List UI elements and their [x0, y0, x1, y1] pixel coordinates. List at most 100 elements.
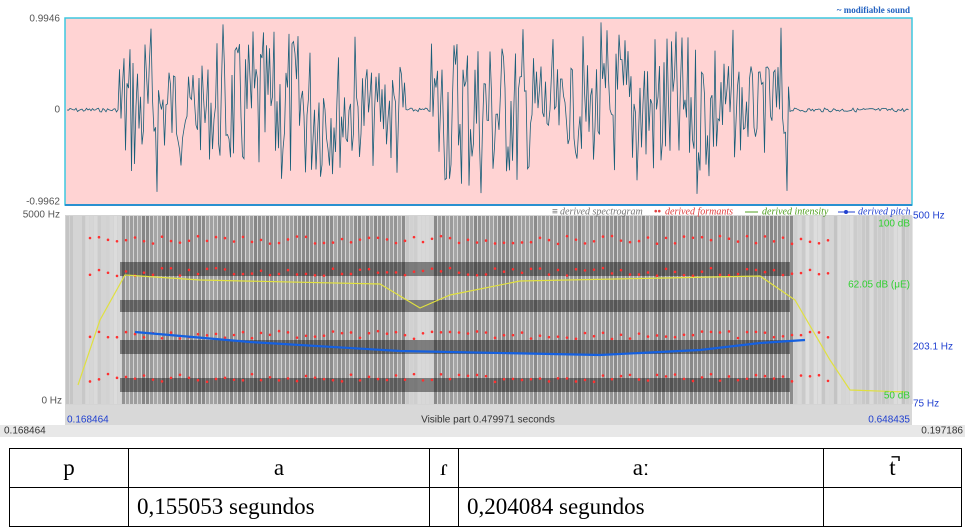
formant-dot [484, 331, 488, 334]
spectrogram-column [490, 216, 493, 404]
formant-dot [277, 272, 281, 276]
formant-dot [682, 273, 686, 277]
formant-dot [214, 377, 218, 381]
formant-dot [682, 377, 686, 381]
legend-intensity: derived intensity [762, 206, 829, 217]
formant-dot [142, 271, 146, 274]
formant-dot [700, 376, 704, 379]
spectrogram-column [478, 216, 481, 404]
formant-band [120, 262, 790, 276]
formant-dot [367, 375, 371, 379]
formant-dot [574, 380, 578, 383]
formant-dot [142, 336, 146, 339]
formant-band [120, 378, 790, 392]
formant-dot [277, 329, 281, 333]
spectrogram-column [138, 216, 141, 404]
spectrogram-column [726, 216, 729, 404]
spectrogram-column [434, 216, 437, 404]
formant-dot [358, 379, 362, 382]
formant-dot [340, 331, 344, 335]
waveform-trace [66, 22, 909, 194]
formant-dot [394, 330, 398, 334]
outer-right: 0.197186 [921, 426, 963, 437]
spectrogram-column [238, 216, 241, 404]
spectrogram-column [898, 216, 901, 404]
formant-dot [106, 335, 110, 339]
waveform-zero: 0 [54, 105, 60, 116]
formant-dot [295, 273, 299, 276]
visible-bar[interactable] [65, 405, 912, 425]
spectrogram-column [706, 216, 709, 404]
spectrogram-column [70, 216, 73, 404]
spectrogram-column [170, 216, 173, 404]
spectrogram-column [902, 216, 905, 404]
formant-dot [574, 238, 578, 241]
formant-dot [178, 274, 182, 277]
formant-dot [718, 234, 722, 238]
spectrogram-column [406, 216, 409, 404]
formant-dot [529, 377, 533, 381]
formant-dot [421, 269, 425, 273]
formant-dot [241, 272, 245, 276]
formant-dot [439, 234, 443, 238]
spectrogram-column [814, 216, 817, 404]
formant-dot [313, 274, 317, 277]
duration-cell [823, 487, 962, 527]
spectrogram-column [358, 216, 361, 404]
formant-dot [151, 242, 155, 245]
formant-dot [331, 241, 335, 244]
spectrogram-column [338, 216, 341, 404]
spectrogram-column [746, 216, 749, 404]
formant-dot [502, 270, 506, 274]
formant-dot [367, 331, 371, 335]
formant-dot [232, 333, 236, 337]
formant-dot [169, 331, 173, 334]
formant-dot [538, 334, 542, 338]
spectrogram-column [326, 216, 329, 404]
formant-dot [556, 335, 560, 338]
spectrogram-column [778, 216, 781, 404]
formant-dot [565, 234, 569, 238]
formant-dot [448, 266, 452, 270]
spectrogram-column [334, 216, 337, 404]
formant-dot [826, 336, 830, 339]
formant-dot [664, 267, 668, 271]
spectrogram-column [310, 216, 313, 404]
total-bar[interactable] [0, 425, 965, 437]
formant-dot [331, 378, 335, 382]
formant-dot [565, 274, 569, 277]
formant-dot [664, 236, 668, 240]
spectrogram-column [422, 216, 425, 404]
formant-dot [565, 377, 569, 380]
formant-dot [268, 273, 272, 277]
spectrogram-column [558, 216, 561, 404]
formant-dot [754, 330, 758, 334]
intensity-mean: 62.05 dB (μE) [848, 280, 910, 291]
spectrogram-column [306, 216, 309, 404]
formant-dot [700, 235, 704, 239]
spectrogram-column [682, 216, 685, 404]
formant-dot [808, 240, 812, 244]
spectrogram-column [210, 216, 213, 404]
formant-dot [709, 266, 713, 270]
formant-dot [628, 373, 632, 377]
spectrogram-column [614, 216, 617, 404]
spectrogram-column [166, 216, 169, 404]
formant-dot [268, 242, 272, 245]
spectrogram-column [602, 216, 605, 404]
formant-dot [475, 330, 479, 333]
spectrogram-column [206, 216, 209, 404]
spectrogram-column [642, 216, 645, 404]
formant-dot [547, 238, 551, 242]
formant-dot [718, 273, 722, 277]
spectrogram-column [774, 216, 777, 404]
formant-dot [169, 376, 173, 380]
spectrogram-column [510, 216, 513, 404]
formant-dot [412, 270, 416, 274]
spectrogram-column [94, 216, 97, 404]
formant-dot [736, 240, 740, 243]
spectrogram-column [526, 216, 529, 404]
formant-dot [286, 238, 290, 241]
formant-dot [691, 236, 695, 240]
spectrogram-column [322, 216, 325, 404]
